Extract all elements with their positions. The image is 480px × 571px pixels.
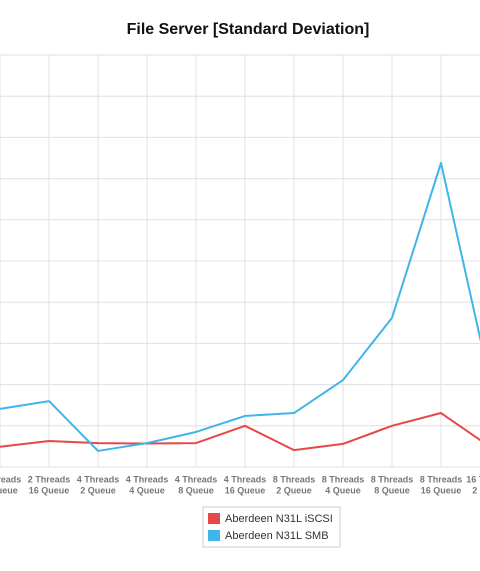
series-line <box>0 161 480 452</box>
chart-title: File Server [Standard Deviation] <box>127 21 370 38</box>
x-tick-label: 16 Queue <box>29 485 70 495</box>
x-tick-label: 2 Queue <box>80 485 116 495</box>
x-tick-label: 8 Queue <box>374 485 410 495</box>
x-tick-label: 2 Threads <box>0 474 21 484</box>
x-tick-label: 8 Queue <box>0 485 18 495</box>
x-tick-label: 4 Queue <box>129 485 165 495</box>
legend-box <box>202 506 341 548</box>
x-tick-label: 16 Queue <box>225 485 266 495</box>
x-tick-label: 8 Threads <box>371 474 414 484</box>
legend-swatch <box>208 513 220 524</box>
legend-swatch <box>208 530 220 541</box>
x-tick-label: 4 Threads <box>224 474 267 484</box>
x-tick-label: 4 Queue <box>325 485 361 495</box>
x-tick-label: 4 Threads <box>126 474 169 484</box>
x-tick-label: 2 Queue <box>276 485 312 495</box>
x-tick-label: 8 Threads <box>322 474 365 484</box>
series-line <box>0 412 480 452</box>
x-tick-label: 4 Threads <box>77 474 120 484</box>
legend-label: Aberdeen N31L SMB <box>225 530 329 542</box>
x-tick-label: 16 Threads <box>466 474 480 484</box>
x-tick-label: 16 Queue <box>421 485 462 495</box>
x-tick-label: 8 Threads <box>420 474 463 484</box>
x-tick-label: 4 Threads <box>175 474 218 484</box>
legend-label: Aberdeen N31L iSCSI <box>225 513 333 525</box>
x-tick-label: 2 Threads <box>28 474 71 484</box>
x-tick-label: 8 Threads <box>273 474 316 484</box>
x-tick-label: 2 Queue <box>472 485 480 495</box>
x-tick-label: 8 Queue <box>178 485 214 495</box>
